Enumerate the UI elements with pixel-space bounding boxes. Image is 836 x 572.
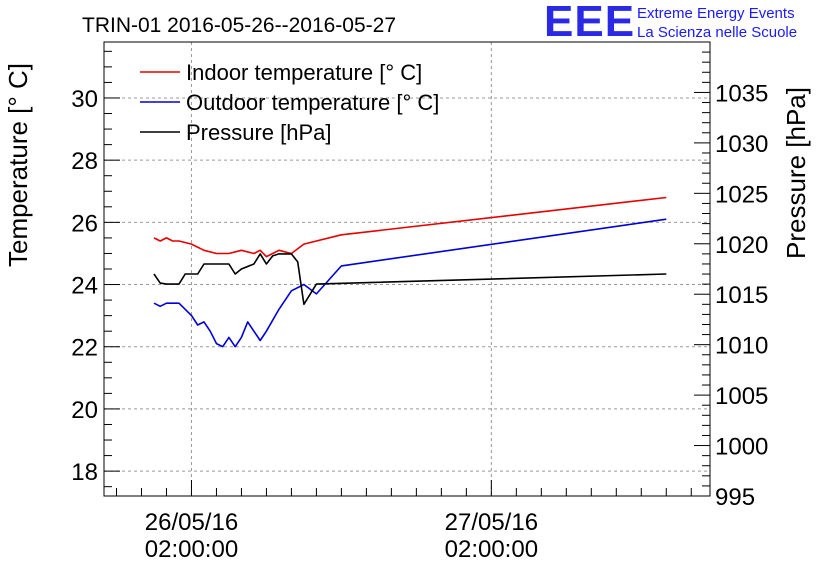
y2-tick-label: 1020 [715, 232, 768, 259]
plot-grid [104, 42, 710, 496]
y-tick-label: 18 [71, 459, 98, 486]
legend-label-2: Pressure [hPa] [186, 120, 332, 145]
x-tick-label-date: 27/05/16 [445, 509, 538, 536]
y-tick-label: 22 [71, 335, 98, 362]
y-tick-label: 28 [71, 148, 98, 175]
y2-tick-label: 1025 [715, 181, 768, 208]
y-tick-label: 24 [71, 273, 98, 300]
y2-tick-label: 1015 [715, 282, 768, 309]
x-tick-label-time: 02:00:00 [145, 536, 238, 563]
eee-logo-line1: Extreme Energy Events [637, 5, 795, 22]
y-axis-label: Temperature [° C] [3, 63, 33, 267]
y2-tick-label: 1030 [715, 131, 768, 158]
y2-tick-label: 1010 [715, 333, 768, 360]
y-tick-label: 30 [71, 86, 98, 113]
eee-logo-mark: EEE [544, 0, 636, 46]
x-tick-label-date: 26/05/16 [145, 509, 238, 536]
y2-tick-label: 1035 [715, 80, 768, 107]
y-tick-label: 26 [71, 210, 98, 237]
series-line-2 [153, 253, 667, 306]
y2-tick-label: 995 [715, 484, 755, 511]
legend-label-0: Indoor temperature [° C] [186, 60, 422, 85]
x-tick-label-time: 02:00:00 [445, 536, 538, 563]
y2-tick-label: 1005 [715, 383, 768, 410]
y2-axis-label: Pressure [hPa] [781, 87, 811, 259]
plot-series [153, 196, 667, 348]
y2-tick-label: 1000 [715, 434, 768, 461]
series-line-0 [153, 196, 667, 258]
y-tick-label: 20 [71, 397, 98, 424]
eee-logo-line2: La Scienza nelle Scuole [637, 24, 798, 41]
legend: Indoor temperature [° C] Outdoor temperat… [140, 60, 439, 145]
eee-logo: EEE Extreme Energy Events La Scienza nel… [540, 0, 830, 46]
chart-title: TRIN-01 2016-05-26--2016-05-27 [82, 14, 396, 37]
plot-axes: 18 20 22 24 26 28 30 995 1000 1005 1010 1015 1020 102… [71, 41, 768, 563]
series-line-1 [153, 218, 667, 348]
legend-label-1: Outdoor temperature [° C] [186, 90, 439, 115]
